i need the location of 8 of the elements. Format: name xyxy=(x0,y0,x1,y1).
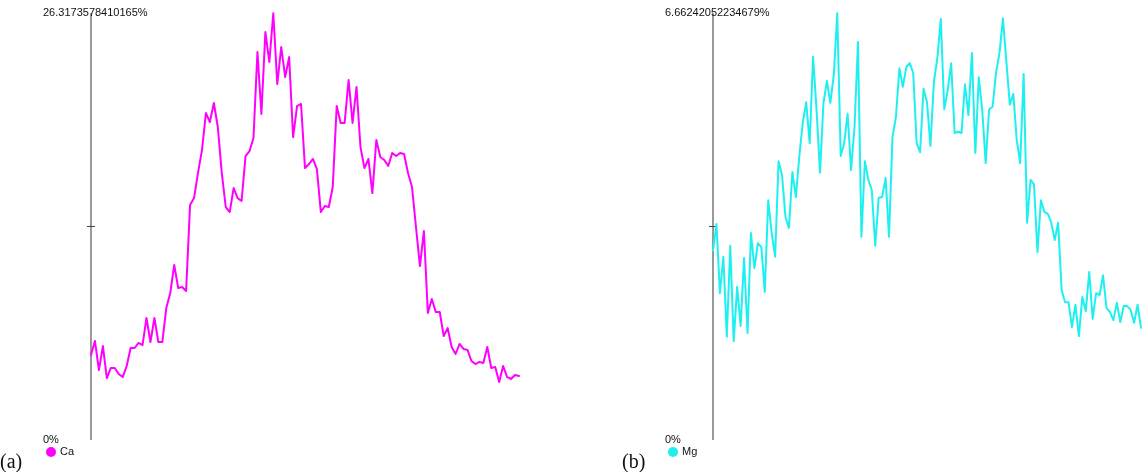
y-tick-label: 6.66242052234679% xyxy=(665,5,770,18)
legend-label: Mg xyxy=(682,444,698,457)
y-tick-label: 26.3173578410165% xyxy=(43,5,148,18)
legend-label: Ca xyxy=(60,444,75,457)
y-tick-label: 0% xyxy=(665,432,682,445)
y-tick-label: 0% xyxy=(43,432,60,445)
text: (b) xyxy=(622,450,646,472)
text: (a) xyxy=(0,450,23,472)
